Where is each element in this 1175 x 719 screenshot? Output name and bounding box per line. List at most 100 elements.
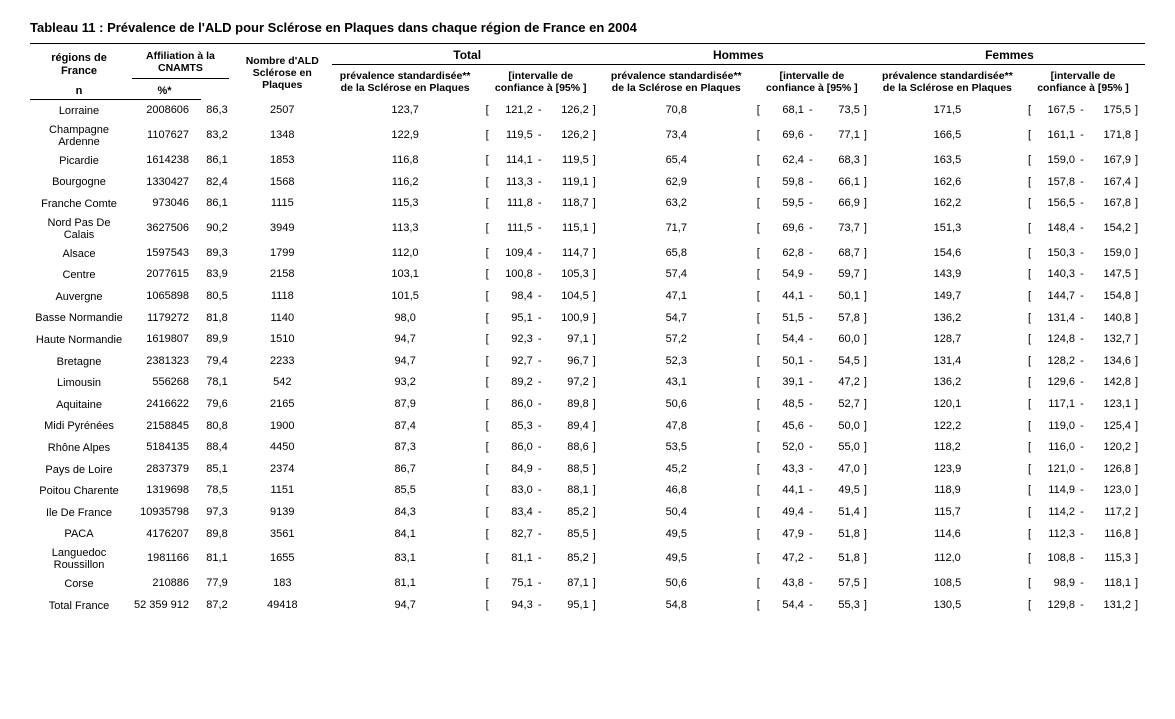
ci-bracket: [ — [479, 172, 489, 194]
cell-nald: 1140 — [233, 308, 332, 330]
cell-total-lo: 113,3 — [489, 172, 535, 194]
cell-total-lo: 82,7 — [489, 524, 535, 546]
cell-femmes-lo: 128,2 — [1031, 351, 1077, 373]
prevalence-table: régions de France Affiliation à la CNAMT… — [30, 46, 1145, 617]
cell-femmes-lo: 98,9 — [1031, 573, 1077, 595]
cell-n: 1597543 — [128, 243, 201, 265]
cell-region: Poitou Charente — [30, 480, 128, 502]
table-row: Nord Pas De Calais362750690,23949113,3[1… — [30, 215, 1145, 243]
cell-n: 2077615 — [128, 264, 201, 286]
cell-femmes-hi: 154,8 — [1087, 286, 1133, 308]
ci-bracket: [ — [479, 122, 489, 150]
ci-bracket: ] — [1133, 286, 1145, 308]
ci-bracket: ] — [862, 329, 874, 351]
ci-bracket: [ — [1021, 286, 1031, 308]
ci-bracket: ] — [591, 437, 603, 459]
ci-bracket: [ — [750, 573, 760, 595]
cell-total-prev: 87,9 — [332, 394, 479, 416]
cell-total-prev: 94,7 — [332, 595, 479, 617]
cell-hommes-hi: 59,7 — [816, 264, 862, 286]
ci-bracket: [ — [1021, 193, 1031, 215]
ci-bracket: [ — [750, 502, 760, 524]
ci-bracket: [ — [750, 150, 760, 172]
cell-femmes-lo: 167,5 — [1031, 100, 1077, 122]
ci-bracket: ] — [862, 545, 874, 573]
col-pct: %* — [128, 83, 201, 100]
cell-hommes-prev: 45,2 — [603, 459, 750, 481]
ci-dash: - — [1077, 286, 1087, 308]
ci-dash: - — [806, 480, 816, 502]
cell-total-prev: 112,0 — [332, 243, 479, 265]
col-nald: Nombre d'ALD Sclérose en Plaques — [233, 46, 332, 100]
cell-total-hi: 104,5 — [545, 286, 591, 308]
cell-nald: 2507 — [233, 100, 332, 122]
cell-total-hi: 88,5 — [545, 459, 591, 481]
cell-hommes-lo: 59,5 — [760, 193, 806, 215]
ci-bracket: [ — [1021, 573, 1031, 595]
cell-total-lo: 95,1 — [489, 308, 535, 330]
ci-dash: - — [1077, 595, 1087, 617]
cell-region: Corse — [30, 573, 128, 595]
cell-pct: 79,6 — [201, 394, 233, 416]
cell-pct: 80,5 — [201, 286, 233, 308]
cell-hommes-prev: 50,4 — [603, 502, 750, 524]
ci-bracket: ] — [591, 394, 603, 416]
cell-total-lo: 98,4 — [489, 286, 535, 308]
ci-bracket: ] — [862, 351, 874, 373]
cell-femmes-prev: 136,2 — [874, 372, 1021, 394]
cell-total-lo: 114,1 — [489, 150, 535, 172]
cell-femmes-hi: 175,5 — [1087, 100, 1133, 122]
ci-bracket: ] — [1133, 595, 1145, 617]
cell-n: 10935798 — [128, 502, 201, 524]
cell-total-hi: 118,7 — [545, 193, 591, 215]
cell-hommes-prev: 54,8 — [603, 595, 750, 617]
cell-hommes-prev: 43,1 — [603, 372, 750, 394]
cell-hommes-prev: 57,2 — [603, 329, 750, 351]
col-total-ci: [intervalle de confiance à [95% ] — [479, 65, 603, 100]
cell-total-hi: 97,2 — [545, 372, 591, 394]
cell-hommes-prev: 71,7 — [603, 215, 750, 243]
cell-hommes-lo: 54,4 — [760, 329, 806, 351]
ci-bracket: ] — [591, 308, 603, 330]
ci-bracket: [ — [479, 193, 489, 215]
ci-dash: - — [806, 243, 816, 265]
ci-bracket: [ — [750, 480, 760, 502]
cell-nald: 2165 — [233, 394, 332, 416]
cell-total-prev: 116,8 — [332, 150, 479, 172]
ci-dash: - — [806, 372, 816, 394]
cell-pct: 81,1 — [201, 545, 233, 573]
ci-bracket: [ — [750, 437, 760, 459]
cell-total-prev: 81,1 — [332, 573, 479, 595]
cell-n: 1107627 — [128, 122, 201, 150]
ci-dash: - — [806, 459, 816, 481]
cell-hommes-lo: 48,5 — [760, 394, 806, 416]
ci-bracket: ] — [862, 573, 874, 595]
cell-pct: 77,9 — [201, 573, 233, 595]
ci-dash: - — [535, 437, 545, 459]
ci-bracket: [ — [750, 372, 760, 394]
ci-bracket: [ — [1021, 480, 1031, 502]
cell-femmes-hi: 125,4 — [1087, 416, 1133, 438]
cell-total-hi: 126,2 — [545, 100, 591, 122]
ci-dash: - — [1077, 264, 1087, 286]
ci-bracket: [ — [750, 459, 760, 481]
ci-dash: - — [1077, 243, 1087, 265]
cell-n: 2837379 — [128, 459, 201, 481]
cell-hommes-lo: 69,6 — [760, 122, 806, 150]
col-hommes-prev: prévalence standardisée** de la Sclérose… — [603, 65, 750, 100]
col-region: régions de France — [30, 46, 128, 83]
ci-dash: - — [806, 524, 816, 546]
cell-hommes-lo: 44,1 — [760, 480, 806, 502]
cell-pct: 83,2 — [201, 122, 233, 150]
table-row: Basse Normandie117927281,8114098,0[95,1-… — [30, 308, 1145, 330]
cell-pct: 89,9 — [201, 329, 233, 351]
ci-dash: - — [806, 308, 816, 330]
cell-region: Basse Normandie — [30, 308, 128, 330]
ci-bracket: ] — [1133, 215, 1145, 243]
cell-hommes-hi: 49,5 — [816, 480, 862, 502]
cell-n: 52 359 912 — [128, 595, 201, 617]
ci-bracket: [ — [479, 545, 489, 573]
cell-total-prev: 103,1 — [332, 264, 479, 286]
ci-dash: - — [1077, 172, 1087, 194]
table-row: Aquitaine241662279,6216587,9[86,0-89,8]5… — [30, 394, 1145, 416]
